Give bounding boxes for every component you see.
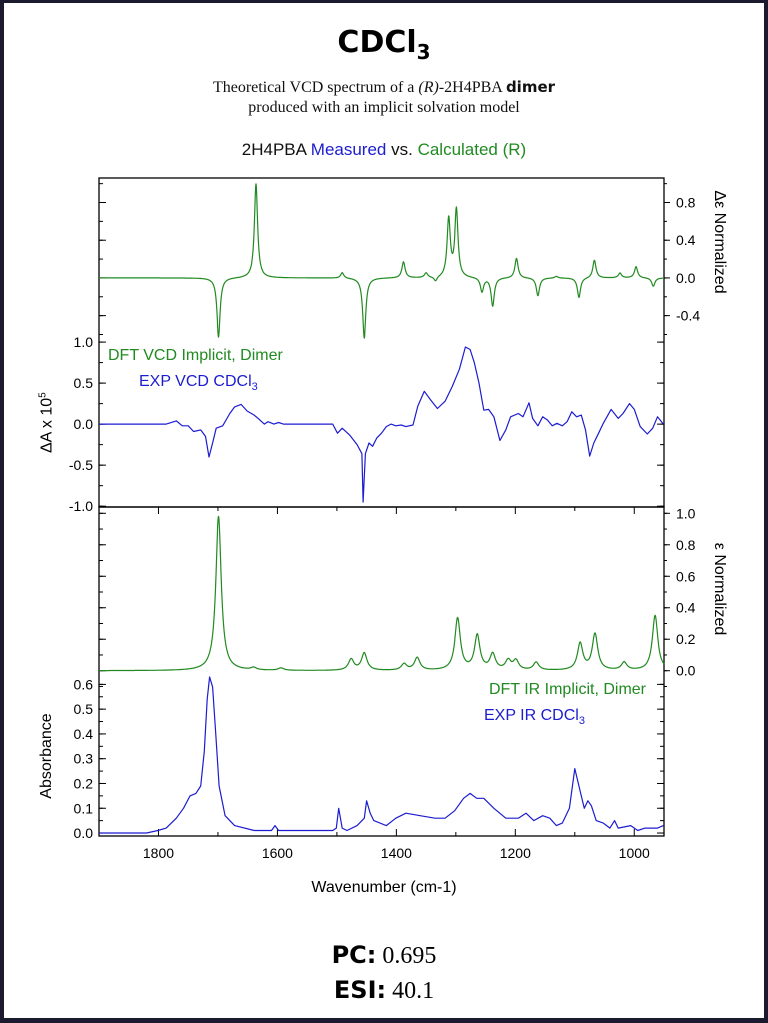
pc-metric: PC: 0.695 <box>4 938 764 973</box>
x-axis-title: Wavenumber (cm-1) <box>311 879 457 896</box>
ir-measured-curve <box>99 676 664 834</box>
left-y-tick-label: -0.5 <box>69 457 93 473</box>
left-y-tick-label: 0.1 <box>74 800 94 816</box>
right-y-tick-label: 0.4 <box>676 600 696 616</box>
ir-panel-frame <box>98 506 665 837</box>
legend-exp-ir-text: EXP IR CDCl <box>484 707 579 724</box>
ir-calculated-curve <box>98 515 665 672</box>
right-y-tick-label: 0.0 <box>676 663 696 679</box>
left-y-tick-label: 0.5 <box>74 701 94 717</box>
left-y-tick-label: 0.6 <box>74 676 94 692</box>
legend-dft-ir: DFT IR Implicit, Dimer <box>488 681 646 698</box>
left-y-tick-label: 0.2 <box>74 775 94 791</box>
right-y-tick-label: 0.6 <box>676 568 696 584</box>
vcd-right-axis-title: Δε Normalized <box>711 190 728 294</box>
page: CDCl3 Theoretical VCD spectrum of a (R)-… <box>4 3 764 1018</box>
title-subscript: 3 <box>416 40 431 64</box>
ir-left-axis-title: Absorbance <box>38 713 55 799</box>
esi-value: 40.1 <box>392 978 435 1004</box>
heading-calculated: Calculated (R) <box>417 140 527 159</box>
subtitle-bold: dimer <box>505 78 556 96</box>
vcd-panel-frame <box>98 177 665 508</box>
legend-exp-vcd: EXP VCD CDCl3 <box>139 373 258 393</box>
legend-dft-vcd: DFT VCD Implicit, Dimer <box>108 347 283 364</box>
right-y-tick-label: 1.0 <box>676 505 696 521</box>
esi-metric: ESI: 40.1 <box>4 973 764 1008</box>
pc-value: 0.695 <box>382 943 437 969</box>
right-y-tick-label: 0.8 <box>676 537 696 553</box>
heading-vs: vs. <box>386 140 418 159</box>
subtitle: Theoretical VCD spectrum of a (R)-2H4PBA… <box>4 77 764 118</box>
right-y-tick-label: 0.4 <box>676 232 696 248</box>
page-title: CDCl3 <box>4 25 764 64</box>
right-y-tick-label: -0.4 <box>676 308 700 324</box>
spectra-chart: -1.0 -0.5 0.0 0.5 1.0 -0.4 0.0 0.4 0.8 1800 1600 14… <box>69 177 700 861</box>
legend-exp-ir-sub: 3 <box>578 715 585 728</box>
vcd-left-axis-title: ΔA x 105 <box>37 368 56 478</box>
left-y-tick-label: 0.0 <box>74 416 94 432</box>
left-y-tick-label: -1.0 <box>69 498 93 514</box>
right-y-tick-label: 0.8 <box>676 195 696 211</box>
ir-right-axis-title: ε Normalized <box>711 542 728 636</box>
esi-label: ESI: <box>333 976 387 1004</box>
vcd-calculated-curve <box>98 183 665 339</box>
x-tick-label: 1000 <box>619 845 650 861</box>
title-text: CDCl <box>337 25 417 60</box>
metrics: PC: 0.695 ESI: 40.1 <box>4 938 764 1008</box>
left-y-tick-label: 0.0 <box>74 825 94 841</box>
subtitle-text-2: -2H4PBA <box>438 79 506 96</box>
heading-prefix: 2H4PBA <box>241 140 311 159</box>
legend-exp-ir: EXP IR CDCl3 <box>484 707 585 727</box>
left-y-tick-label: 0.3 <box>74 751 94 767</box>
left-y-tick-label: 1.0 <box>74 334 94 350</box>
pc-label: PC: <box>331 941 377 969</box>
vcd-left-axis-title-sup: 5 <box>37 392 49 398</box>
subtitle-italic: (R) <box>418 79 439 96</box>
heading-measured: Measured <box>310 140 387 159</box>
subtitle-line-2: produced with an implicit solvation mode… <box>248 99 520 116</box>
legend-exp-vcd-text: EXP VCD CDCl <box>139 373 252 390</box>
x-tick-label: 1600 <box>262 845 293 861</box>
vcd-left-axis-title-text: ΔA x 10 <box>38 397 56 454</box>
right-y-tick-label: 0.0 <box>676 270 696 286</box>
x-tick-label: 1800 <box>143 845 174 861</box>
vcd-measured-curve <box>99 346 664 503</box>
legend-exp-vcd-sub: 3 <box>251 381 258 394</box>
x-tick-label: 1200 <box>500 845 531 861</box>
chart-heading: 2H4PBA Measured vs. Calculated (R) <box>4 140 764 160</box>
left-y-tick-label: 0.5 <box>74 375 94 391</box>
subtitle-text: Theoretical VCD spectrum of a <box>212 79 419 96</box>
x-tick-label: 1400 <box>381 845 412 861</box>
left-y-tick-label: 0.4 <box>74 726 94 742</box>
right-y-tick-label: 0.2 <box>676 631 696 647</box>
